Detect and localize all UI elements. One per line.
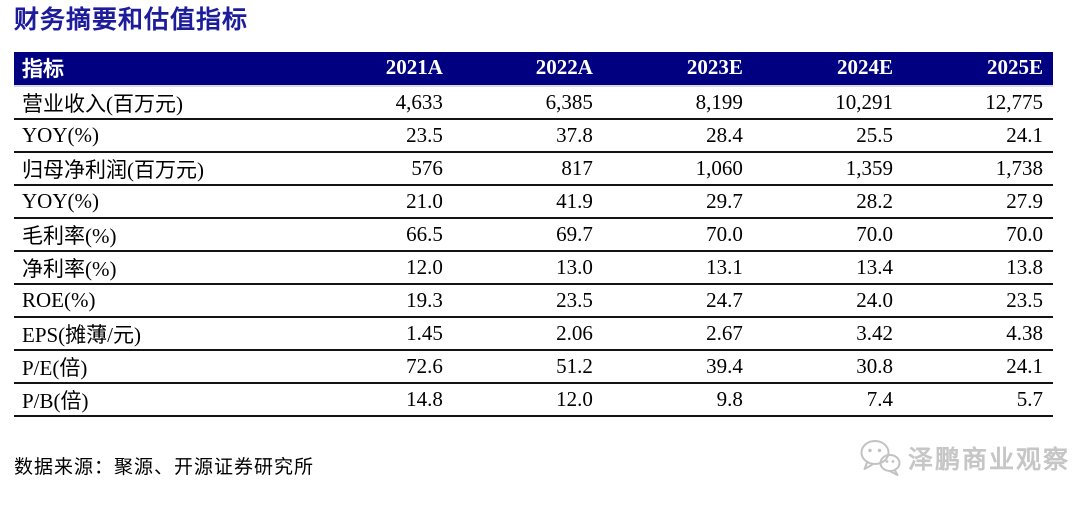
cell-value: 1,359 xyxy=(752,152,903,186)
table-row-pe: P/E(倍) 72.6 51.2 39.4 30.8 24.1 xyxy=(14,350,1053,384)
cell-value: 24.1 xyxy=(902,119,1053,153)
cell-value: 13.8 xyxy=(902,251,1053,285)
cell-value: 2.06 xyxy=(452,317,603,351)
cell-value: 25.5 xyxy=(752,119,903,153)
table-row-gross-margin: 毛利率(%) 66.5 69.7 70.0 70.0 70.0 xyxy=(14,218,1053,252)
cell-value: 3.42 xyxy=(752,317,903,351)
column-header-2023e: 2023E xyxy=(602,52,753,87)
column-header-2024e: 2024E xyxy=(752,52,903,87)
wechat-icon xyxy=(860,440,901,476)
cell-value: 28.4 xyxy=(602,119,753,153)
table-row-roe: ROE(%) 19.3 23.5 24.7 24.0 23.5 xyxy=(14,284,1053,318)
cell-value: 41.9 xyxy=(452,185,603,219)
cell-value: 24.7 xyxy=(602,284,753,318)
column-header-indicator: 指标 xyxy=(14,52,303,87)
table-row-net-profit: 归母净利润(百万元) 576 817 1,060 1,359 1,738 xyxy=(14,152,1053,186)
row-label: P/B(倍) xyxy=(14,383,303,417)
cell-value: 1,060 xyxy=(602,152,753,186)
row-label: P/E(倍) xyxy=(14,350,303,384)
cell-value: 19.3 xyxy=(302,284,453,318)
financial-summary-table: 指标 2021A 2022A 2023E 2024E 2025E 营业收入(百万… xyxy=(14,52,1053,417)
table-row-pb: P/B(倍) 14.8 12.0 9.8 7.4 5.7 xyxy=(14,383,1053,417)
cell-value: 12.0 xyxy=(302,251,453,285)
cell-value: 4.38 xyxy=(902,317,1053,351)
cell-value: 66.5 xyxy=(302,218,453,252)
cell-value: 1.45 xyxy=(302,317,453,351)
table-header-row: 指标 2021A 2022A 2023E 2024E 2025E xyxy=(14,52,1053,87)
cell-value: 30.8 xyxy=(752,350,903,384)
cell-value: 37.8 xyxy=(452,119,603,153)
cell-value: 69.7 xyxy=(452,218,603,252)
cell-value: 13.0 xyxy=(452,251,603,285)
cell-value: 14.8 xyxy=(302,383,453,417)
cell-value: 7.4 xyxy=(752,383,903,417)
cell-value: 27.9 xyxy=(902,185,1053,219)
cell-value: 1,738 xyxy=(902,152,1053,186)
cell-value: 70.0 xyxy=(902,218,1053,252)
cell-value: 72.6 xyxy=(302,350,453,384)
cell-value: 39.4 xyxy=(602,350,753,384)
table-row-net-margin: 净利率(%) 12.0 13.0 13.1 13.4 13.8 xyxy=(14,251,1053,285)
cell-value: 23.5 xyxy=(302,119,453,153)
cell-value: 21.0 xyxy=(302,185,453,219)
cell-value: 6,385 xyxy=(452,86,603,120)
cell-value: 24.0 xyxy=(752,284,903,318)
cell-value: 10,291 xyxy=(752,86,903,120)
cell-value: 28.2 xyxy=(752,185,903,219)
table-row-revenue: 营业收入(百万元) 4,633 6,385 8,199 10,291 12,77… xyxy=(14,86,1053,120)
row-label: 归母净利润(百万元) xyxy=(14,152,303,186)
cell-value: 12.0 xyxy=(452,383,603,417)
cell-value: 70.0 xyxy=(752,218,903,252)
row-label: ROE(%) xyxy=(14,284,303,318)
table-row-eps: EPS(摊薄/元) 1.45 2.06 2.67 3.42 4.38 xyxy=(14,317,1053,351)
cell-value: 9.8 xyxy=(602,383,753,417)
watermark-text: 泽鹏商业观察 xyxy=(907,447,1070,474)
cell-value: 13.4 xyxy=(752,251,903,285)
cell-value: 576 xyxy=(302,152,453,186)
row-label: EPS(摊薄/元) xyxy=(14,317,303,351)
row-label: YOY(%) xyxy=(14,185,303,219)
column-header-2021a: 2021A xyxy=(302,52,453,87)
page-title: 财务摘要和估值指标 xyxy=(14,7,249,34)
cell-value: 23.5 xyxy=(452,284,603,318)
row-label: 营业收入(百万元) xyxy=(14,86,303,120)
cell-value: 70.0 xyxy=(602,218,753,252)
cell-value: 29.7 xyxy=(602,185,753,219)
row-label: YOY(%) xyxy=(14,119,303,153)
table-row-profit-yoy: YOY(%) 21.0 41.9 29.7 28.2 27.9 xyxy=(14,185,1053,219)
table-row-revenue-yoy: YOY(%) 23.5 37.8 28.4 25.5 24.1 xyxy=(14,119,1053,153)
column-header-2022a: 2022A xyxy=(452,52,603,87)
cell-value: 24.1 xyxy=(902,350,1053,384)
row-label: 毛利率(%) xyxy=(14,218,303,252)
column-header-2025e: 2025E xyxy=(902,52,1053,87)
cell-value: 51.2 xyxy=(452,350,603,384)
data-source-note: 数据来源：聚源、开源证券研究所 xyxy=(14,457,315,478)
cell-value: 13.1 xyxy=(602,251,753,285)
row-label: 净利率(%) xyxy=(14,251,303,285)
cell-value: 8,199 xyxy=(602,86,753,120)
cell-value: 817 xyxy=(452,152,603,186)
watermark: 泽鹏商业观察 xyxy=(858,438,1070,478)
cell-value: 2.67 xyxy=(602,317,753,351)
cell-value: 12,775 xyxy=(902,86,1053,120)
cell-value: 4,633 xyxy=(302,86,453,120)
cell-value: 23.5 xyxy=(902,284,1053,318)
cell-value: 5.7 xyxy=(902,383,1053,417)
